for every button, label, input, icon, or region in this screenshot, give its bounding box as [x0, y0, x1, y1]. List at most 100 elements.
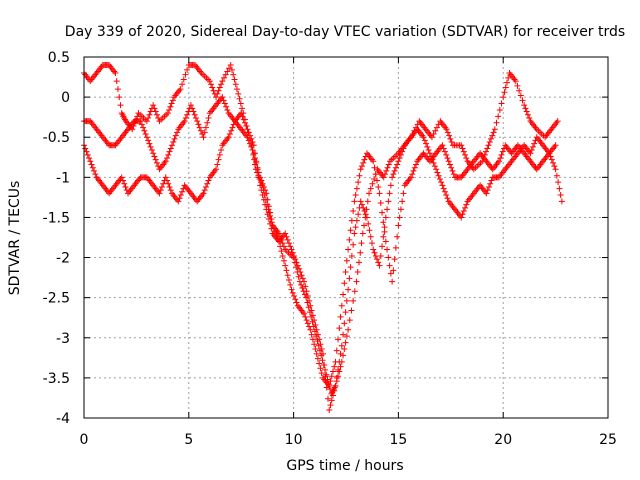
- data-point: [330, 392, 337, 399]
- data-point: [400, 145, 407, 152]
- data-point: [376, 262, 383, 269]
- data-point: [168, 100, 175, 107]
- data-point: [341, 346, 348, 353]
- data-point: [483, 190, 490, 197]
- data-point: [555, 179, 562, 186]
- data-point: [391, 256, 398, 263]
- data-point: [239, 113, 246, 120]
- data-point: [308, 307, 315, 314]
- data-point: [284, 236, 291, 243]
- data-point: [209, 84, 216, 91]
- data-point: [380, 219, 387, 226]
- data-point: [371, 249, 378, 256]
- data-point: [521, 102, 528, 109]
- data-point: [397, 206, 404, 213]
- data-point: [498, 100, 505, 107]
- data-point: [444, 129, 451, 136]
- data-point: [289, 289, 296, 296]
- data-point: [249, 147, 256, 154]
- data-point: [488, 177, 495, 184]
- data-point: [151, 153, 158, 160]
- data-point: [205, 177, 212, 184]
- data-point: [385, 254, 392, 261]
- data-point: [382, 214, 389, 221]
- data-point: [558, 198, 565, 205]
- data-point: [440, 145, 447, 152]
- data-point: [260, 183, 267, 190]
- data-point: [179, 81, 186, 88]
- data-point: [353, 278, 360, 285]
- data-point: [410, 167, 417, 174]
- y-tick-label: 0.5: [48, 50, 70, 66]
- data-point: [169, 97, 176, 104]
- data-point: [245, 129, 252, 136]
- series-trace-c: [81, 110, 565, 413]
- data-point: [428, 153, 435, 160]
- data-point: [347, 264, 354, 271]
- data-point: [460, 208, 467, 215]
- data-point: [321, 362, 328, 369]
- data-point: [332, 382, 339, 389]
- y-tick-label: -1: [56, 170, 70, 186]
- data-point: [226, 131, 233, 138]
- data-point: [319, 350, 326, 357]
- data-point: [426, 150, 433, 157]
- data-point: [235, 90, 242, 97]
- data-point: [141, 127, 148, 134]
- data-point: [524, 111, 531, 118]
- data-point: [505, 74, 512, 81]
- data-point: [392, 164, 399, 171]
- data-point: [485, 183, 492, 190]
- data-point: [223, 103, 230, 110]
- data-point: [348, 252, 355, 259]
- data-point: [191, 111, 198, 118]
- data-point: [316, 336, 323, 343]
- data-point: [202, 124, 209, 131]
- data-point: [375, 183, 382, 190]
- data-point: [279, 240, 286, 247]
- data-point: [189, 105, 196, 112]
- data-point: [150, 150, 157, 157]
- data-point: [316, 360, 323, 367]
- data-point: [195, 121, 202, 128]
- data-point: [164, 177, 171, 184]
- data-point: [355, 259, 362, 266]
- data-point: [156, 190, 163, 197]
- data-point: [143, 134, 150, 141]
- data-point: [359, 230, 366, 237]
- data-point: [313, 350, 320, 357]
- data-point: [460, 148, 467, 155]
- data-point: [424, 143, 431, 150]
- y-tick-label: -4: [56, 411, 70, 427]
- data-point: [370, 158, 377, 165]
- data-point: [292, 256, 299, 263]
- data-point: [548, 156, 555, 163]
- data-point: [240, 116, 247, 123]
- data-point: [259, 191, 266, 198]
- data-point: [551, 163, 558, 170]
- data-point: [284, 272, 291, 279]
- data-point: [342, 309, 349, 316]
- data-point: [219, 78, 226, 85]
- data-point: [318, 370, 325, 377]
- data-point: [262, 201, 269, 208]
- data-point: [448, 164, 455, 171]
- data-point: [255, 174, 262, 181]
- data-point: [377, 252, 384, 259]
- data-point: [400, 190, 407, 197]
- data-point: [330, 368, 337, 375]
- data-point: [496, 106, 503, 113]
- data-point: [248, 135, 255, 142]
- data-point: [194, 118, 201, 125]
- data-point: [180, 76, 187, 83]
- data-point: [291, 293, 298, 300]
- data-point: [327, 378, 334, 385]
- data-point: [372, 252, 379, 259]
- data-point: [145, 137, 152, 144]
- data-point: [282, 262, 289, 269]
- data-point: [358, 201, 365, 208]
- data-point: [446, 161, 453, 168]
- data-point: [166, 106, 173, 113]
- data-point: [162, 158, 169, 165]
- data-point: [318, 346, 325, 353]
